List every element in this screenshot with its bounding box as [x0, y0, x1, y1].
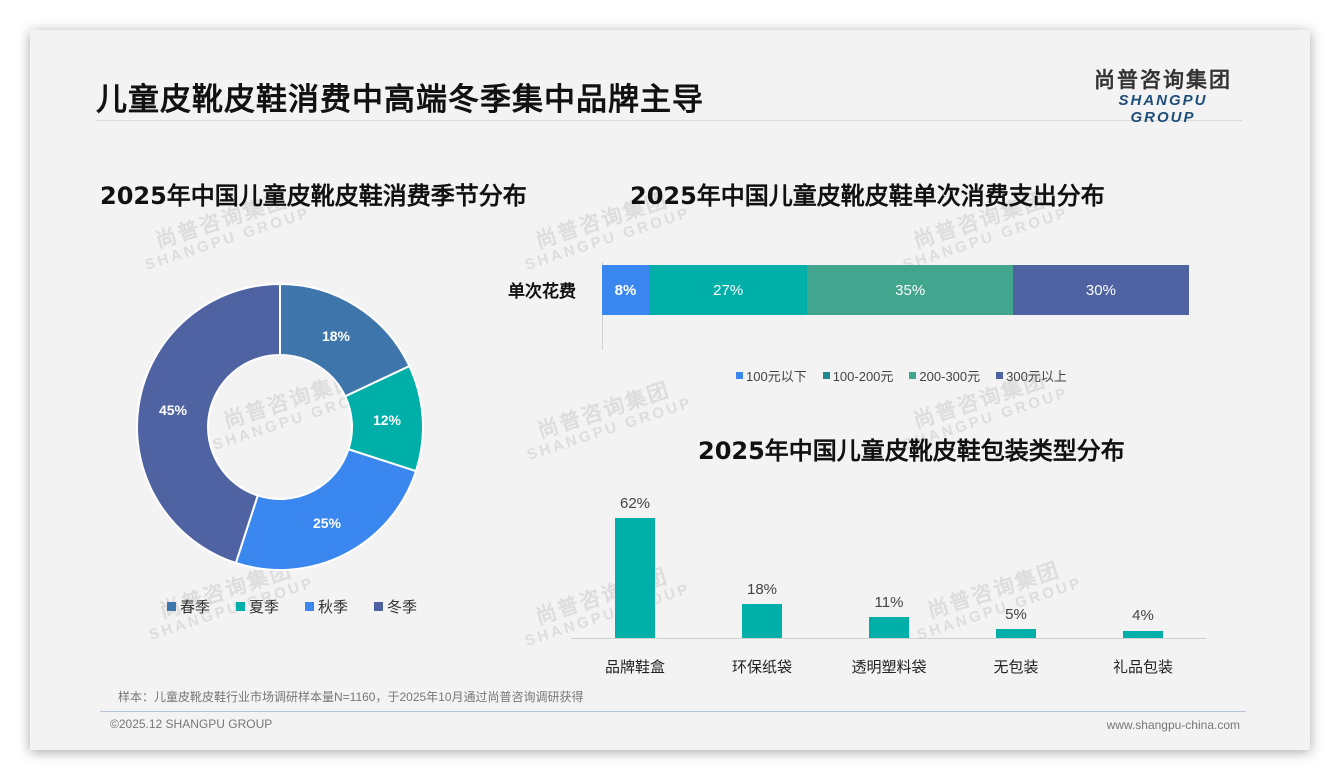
packaging-chart-title: 2025年中国儿童皮靴皮鞋包装类型分布 [698, 437, 1125, 465]
column-value: 18% [746, 581, 778, 598]
copyright: ©2025.12 SHANGPU GROUP [110, 717, 273, 731]
legend-swatch [305, 602, 315, 611]
column-category: 透明塑料袋 [851, 659, 927, 676]
legend-item-over300: 300元以上 [996, 366, 1067, 385]
website-link: www.shangpu-china.com [1106, 718, 1240, 732]
page-title: 儿童皮靴皮鞋消费中高端冬季集中品牌主导 [96, 82, 704, 118]
column-brand-box [615, 518, 655, 638]
column-category: 环保纸袋 [731, 659, 793, 676]
spend-chart-title: 2025年中国儿童皮靴皮鞋单次消费支出分布 [630, 182, 1105, 210]
column-value: 62% [619, 495, 651, 512]
legend-swatch [167, 602, 176, 611]
legend-item-100-200: 100-200元 [822, 366, 893, 385]
legend-item-spring: 春季 [167, 596, 210, 617]
legend-item-200-300: 200-300元 [909, 366, 980, 385]
spend-legend: 100元以下 100-200元 200-300元 300元以上 [736, 366, 1083, 385]
column-no-packaging [996, 629, 1036, 638]
stack-segment-200-300: 35% [807, 265, 1013, 315]
legend-item-under100: 100元以下 [736, 366, 807, 385]
column-eco-paper-bag [742, 604, 782, 638]
slide: 儿童皮靴皮鞋消费中高端冬季集中品牌主导 尚普咨询集团 SHANGPU GROUP… [30, 30, 1310, 750]
column-gift-packaging [1123, 631, 1163, 638]
legend-item-autumn: 秋季 [305, 596, 348, 617]
title-divider [96, 120, 1242, 121]
legend-item-winter: 冬季 [374, 596, 417, 617]
column-value: 4% [1132, 607, 1154, 624]
watermark: 尚普咨询集团 SHANGPU GROUP [522, 564, 693, 650]
spend-stacked-bar: 8% 27% 35% 30% [602, 265, 1189, 315]
logo-cn: 尚普咨询集团 [1094, 68, 1232, 92]
donut-label-summer: 12% [372, 412, 402, 428]
column-category: 品牌鞋盒 [604, 659, 666, 676]
donut-label-winter: 45% [158, 402, 188, 418]
legend-swatch [236, 602, 246, 611]
column-category: 礼品包装 [1112, 659, 1174, 676]
legend-item-summer: 夏季 [236, 596, 279, 617]
stack-segment-100-200: 27% [648, 265, 808, 315]
season-legend: 春季 夏季 秋季 冬季 [167, 596, 443, 617]
stack-segment-under100: 8% [602, 265, 649, 315]
column-plastic-bag [869, 617, 909, 638]
column-value: 5% [1005, 606, 1027, 623]
x-axis-line [571, 638, 1206, 639]
donut-slice [234, 447, 418, 571]
season-donut-chart: 18% 12% 25% 45% [136, 282, 424, 571]
watermark: 尚普咨询集团 SHANGPU GROUP [524, 378, 695, 464]
brand-logo: 尚普咨询集团 SHANGPU GROUP [1088, 64, 1238, 126]
sample-footnote: 样本：儿童皮靴皮鞋行业市场调研样本量N=1160，于2025年10月通过尚普咨询… [118, 690, 584, 704]
donut-label-spring: 18% [321, 328, 351, 344]
legend-swatch [374, 602, 384, 611]
column-value: 11% [874, 594, 904, 611]
donut-label-autumn: 25% [312, 515, 342, 531]
stack-category-label: 单次花费 [508, 282, 576, 302]
stack-segment-over300: 30% [1012, 265, 1189, 315]
column-category: 无包装 [993, 659, 1039, 676]
donut-slice [279, 282, 411, 398]
footer-divider [100, 711, 1246, 712]
donut-slice [136, 282, 281, 565]
season-chart-title: 2025年中国儿童皮靴皮鞋消费季节分布 [100, 182, 527, 210]
logo-en: SHANGPU GROUP [1118, 92, 1208, 126]
